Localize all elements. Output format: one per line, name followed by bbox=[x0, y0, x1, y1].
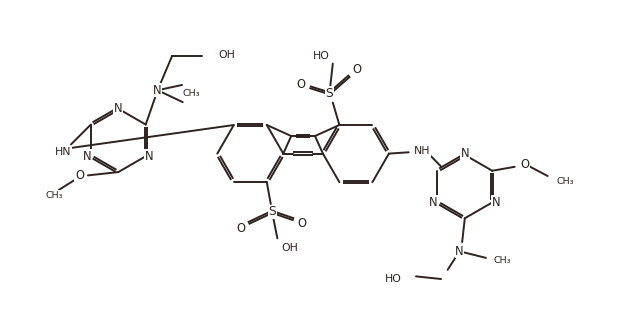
Text: HO: HO bbox=[313, 51, 330, 61]
Text: N: N bbox=[492, 196, 501, 209]
Text: N: N bbox=[153, 84, 162, 97]
Text: CH₃: CH₃ bbox=[183, 89, 200, 98]
Text: O: O bbox=[520, 158, 529, 171]
Text: CH₃: CH₃ bbox=[557, 177, 574, 186]
Text: N: N bbox=[429, 196, 438, 209]
Text: CH₃: CH₃ bbox=[46, 191, 63, 200]
Text: NH: NH bbox=[414, 146, 431, 156]
Text: O: O bbox=[75, 169, 84, 182]
Text: O: O bbox=[352, 63, 362, 76]
Text: N: N bbox=[461, 147, 469, 160]
Text: CH₃: CH₃ bbox=[494, 256, 511, 265]
Text: N: N bbox=[114, 102, 123, 115]
Text: S: S bbox=[326, 87, 333, 100]
Text: O: O bbox=[236, 222, 245, 235]
Text: HO: HO bbox=[384, 274, 401, 284]
Text: O: O bbox=[296, 77, 305, 91]
Text: N: N bbox=[83, 150, 92, 163]
Text: OH: OH bbox=[218, 50, 235, 60]
Text: O: O bbox=[297, 217, 306, 230]
Text: OH: OH bbox=[281, 243, 298, 252]
Text: HN: HN bbox=[55, 147, 71, 157]
Text: N: N bbox=[145, 150, 153, 163]
Text: N: N bbox=[455, 245, 464, 258]
Text: S: S bbox=[269, 205, 276, 218]
